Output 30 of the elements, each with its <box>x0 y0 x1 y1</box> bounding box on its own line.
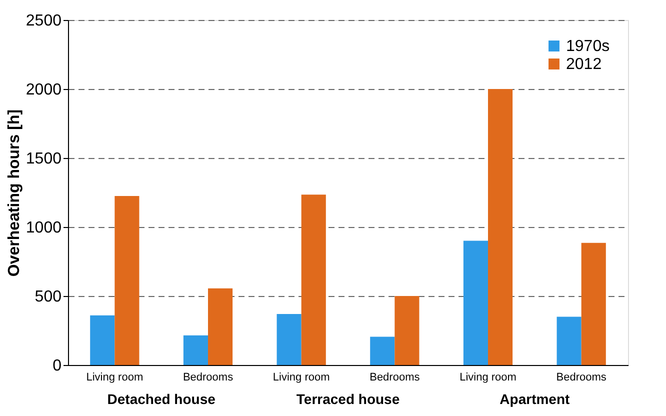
bar <box>276 314 302 365</box>
bar <box>463 240 488 365</box>
x-tick-label: Bedrooms <box>182 372 234 384</box>
x-tick-label: Bedrooms <box>370 372 420 384</box>
x-tick-label: Living room <box>86 372 144 384</box>
y-tick-label: 500 <box>34 288 62 306</box>
x-tick-label: Living room <box>272 372 330 384</box>
y-tick-label: 2500 <box>26 12 62 30</box>
x-tick-label: Bedrooms <box>556 372 607 384</box>
legend-label: 1970s <box>566 38 610 55</box>
bar <box>183 335 208 365</box>
bar <box>90 315 115 365</box>
bar <box>301 194 326 365</box>
y-tick-label: 0 <box>52 358 62 374</box>
bar <box>556 316 582 365</box>
bar <box>370 336 395 365</box>
bar <box>394 296 420 365</box>
y-tick-label: 1500 <box>26 150 62 168</box>
text: Terraced house <box>296 391 400 407</box>
y-axis-title: Overheating hours [h] <box>6 109 23 277</box>
bar <box>208 288 233 365</box>
legend-label: 2012 <box>566 56 602 73</box>
y-tick-label: 1000 <box>26 220 62 236</box>
bar <box>581 242 606 365</box>
y-tick-label: 2000 <box>26 82 62 98</box>
x-tick-label: Living room <box>460 372 516 384</box>
bar <box>114 196 140 365</box>
text: Detached house <box>107 391 216 407</box>
text: Apartment <box>500 391 570 407</box>
bar <box>488 89 513 365</box>
